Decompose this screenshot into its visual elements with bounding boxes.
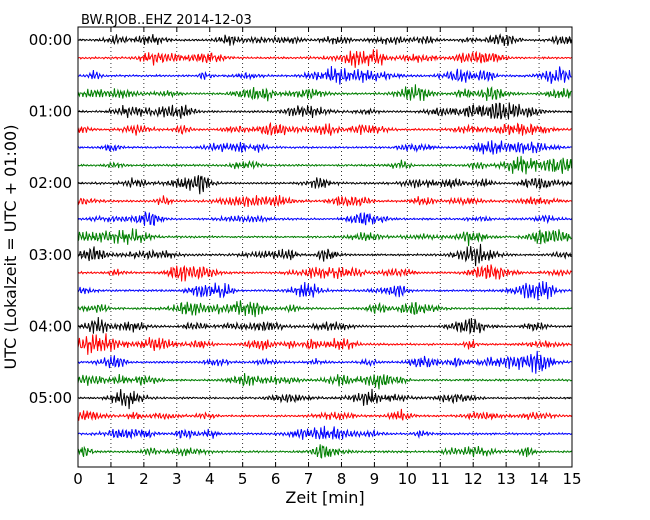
trace-0500 (77, 388, 572, 410)
trace-0215 (77, 195, 572, 208)
trace-0400 (77, 317, 572, 335)
trace-0530 (77, 425, 572, 441)
trace-0545 (77, 444, 572, 459)
trace-0115 (77, 121, 572, 136)
x-tick-label: 14 (530, 470, 549, 488)
x-tick-label: 8 (337, 470, 347, 488)
trace-0030 (77, 66, 572, 85)
x-tick-label: 0 (73, 470, 83, 488)
grid-layer (110, 27, 540, 467)
y-tick-label: 03:00 (29, 246, 72, 264)
trace-0045 (77, 84, 572, 102)
x-tick-label: 6 (271, 470, 281, 488)
trace-layer (77, 33, 572, 459)
y-tick-label: 02:00 (29, 174, 72, 192)
trace-0345 (77, 300, 572, 318)
y-axis-label: UTC (Lokalzeit = UTC + 01:00) (1, 125, 20, 370)
x-tick-label: 5 (238, 470, 248, 488)
trace-0315 (77, 264, 572, 282)
y-tick-label: 00:00 (29, 31, 72, 49)
trace-0300 (77, 243, 572, 267)
x-tick-label: 9 (370, 470, 380, 488)
tick-layer: 0 1 2 3 4 5 6 7 8 9 10 11 12 13 14 1500:0001:0002:0003:… (29, 27, 582, 488)
y-tick-label: 04:00 (29, 317, 72, 335)
trace-0415 (77, 333, 572, 355)
trace-0230 (77, 211, 572, 227)
trace-0145 (77, 155, 572, 175)
trace-0015 (77, 49, 572, 68)
x-tick-label: 10 (398, 470, 417, 488)
y-tick-label: 05:00 (29, 389, 72, 407)
x-tick-label: 2 (139, 470, 149, 488)
trace-0515 (77, 408, 572, 421)
x-tick-label: 1 (106, 470, 116, 488)
trace-0330 (77, 280, 572, 301)
x-tick-label: 13 (497, 470, 516, 488)
x-axis-label: Zeit [min] (285, 488, 364, 507)
trace-0130 (77, 140, 572, 155)
trace-0000 (77, 33, 572, 47)
trace-0445 (77, 372, 572, 390)
plot-frame (77, 26, 573, 468)
trace-0245 (77, 228, 572, 247)
x-tick-label: 11 (431, 470, 450, 488)
x-tick-label: 7 (304, 470, 314, 488)
x-tick-label: 15 (562, 470, 581, 488)
x-tick-label: 12 (464, 470, 483, 488)
y-tick-label: 01:00 (29, 103, 72, 121)
trace-0100 (77, 102, 572, 120)
x-tick-label: 4 (205, 470, 215, 488)
trace-0200 (77, 175, 572, 195)
x-tick-label: 3 (172, 470, 182, 488)
trace-0430 (77, 350, 572, 374)
chart-title: BW.RJOB..EHZ 2014-12-03 (81, 13, 252, 28)
